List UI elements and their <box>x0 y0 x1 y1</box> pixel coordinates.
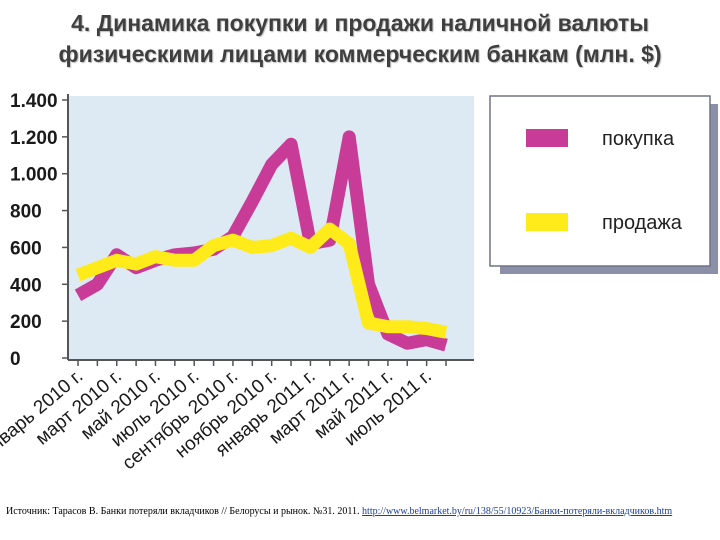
chart-series <box>74 130 448 352</box>
legend-swatch <box>526 129 568 147</box>
source-note: Источник: Тарасов В. Банки потеряли вкла… <box>6 504 714 519</box>
y-tick-label: 1.000 <box>10 165 58 186</box>
legend-swatch <box>526 213 568 231</box>
y-tick-label: 1.400 <box>10 91 58 112</box>
x-axis-ticks: январь 2010 г.март 2010 г.май 2010 г.июл… <box>0 360 447 474</box>
slide-title: 4. Динамика покупки и продажи наличной в… <box>0 8 720 70</box>
plot-area <box>68 96 474 360</box>
source-link[interactable]: http://www.belmarket.by/ru/138/55/10923/… <box>362 506 673 517</box>
y-tick-label: 600 <box>10 238 42 259</box>
y-tick-label: 400 <box>10 275 42 296</box>
legend-label: продажа <box>602 212 683 234</box>
title-line-1: 4. Динамика покупки и продажи наличной в… <box>71 10 649 36</box>
y-tick-label: 1.200 <box>10 128 58 149</box>
chart-legend: покупка продажа <box>489 95 718 274</box>
legend-box <box>489 95 711 267</box>
y-tick-label: 200 <box>10 312 42 333</box>
y-axis-ticks: 0 200 400 600 800 1.000 1.200 1.400 <box>10 91 68 370</box>
line-chart: 0 200 400 600 800 1.000 1.200 1.400 январь 2010… <box>0 91 718 474</box>
y-tick-label: 0 <box>10 349 21 370</box>
title-line-2: физическими лицами коммерческим банкам (… <box>58 41 662 67</box>
source-text: Источник: Тарасов В. Банки потеряли вкла… <box>6 506 363 517</box>
series-line-2 <box>75 222 448 339</box>
y-tick-label: 800 <box>10 202 42 223</box>
legend-label: покупка <box>602 128 675 150</box>
